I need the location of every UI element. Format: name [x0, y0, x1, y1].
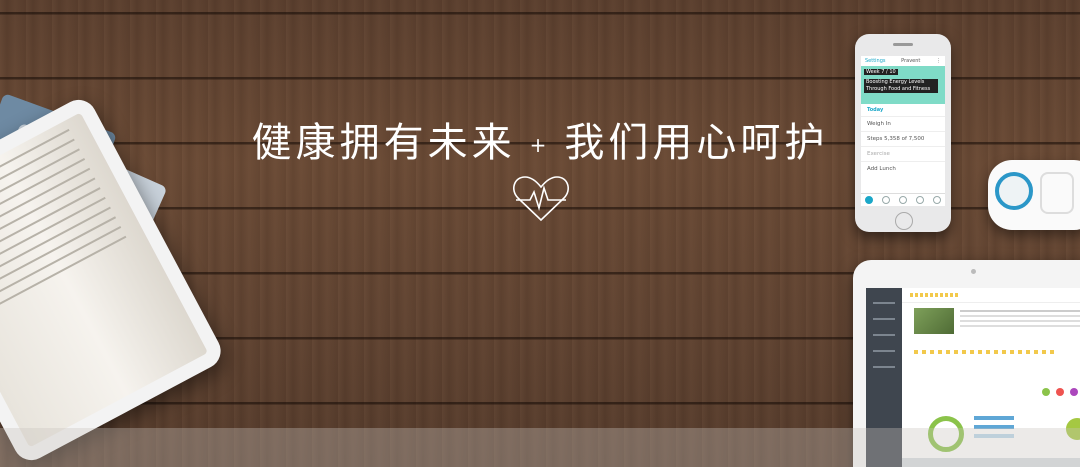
- dashboard-big-circle: [1066, 418, 1080, 440]
- phone-row-add-lunch[interactable]: Add Lunch: [861, 161, 945, 176]
- dashboard-sidebar: [866, 288, 902, 467]
- dashboard-progress: [914, 350, 1054, 354]
- phone-home-button: [895, 212, 913, 230]
- tab-stats-icon[interactable]: [915, 196, 924, 204]
- phone-menu-icon[interactable]: ⋮: [935, 58, 941, 64]
- dashboard-bars: [974, 416, 1014, 420]
- activity-tracker: [988, 160, 1080, 230]
- tablet-camera: [971, 269, 976, 274]
- dashboard-week-dots: [910, 293, 960, 297]
- phone-row-weigh-in[interactable]: Weigh In: [861, 116, 945, 131]
- tracker-ring-icon: [995, 172, 1033, 210]
- tablet-dashboard-screen: [866, 288, 1080, 467]
- phone-speaker: [893, 43, 913, 46]
- tab-home-icon[interactable]: [865, 196, 874, 204]
- headline-right: 我们用心呵护: [564, 120, 829, 166]
- dashboard-photo: [914, 308, 954, 334]
- dashboard-dot-red: [1056, 388, 1064, 396]
- phone-header: Settings Pravent ⋮: [861, 56, 945, 66]
- phone-row-exercise[interactable]: Exercise: [861, 146, 945, 161]
- headline-plus: +: [529, 133, 551, 157]
- phone-settings-link[interactable]: Settings: [865, 58, 886, 64]
- dashboard-dot-purple: [1070, 388, 1078, 396]
- bottom-band: [0, 428, 1080, 467]
- tracker-slot: [1040, 172, 1074, 214]
- phone-hero-caption: Boosting Energy Levels Through Food and …: [864, 79, 938, 93]
- phone-today-label: Today: [867, 107, 884, 113]
- phone-tabbar: [861, 193, 945, 206]
- dashboard-dot-green: [1042, 388, 1050, 396]
- headline-left: 健康拥有未来: [251, 120, 516, 166]
- smartphone: Settings Pravent ⋮ Week 7 / 10 Boosting …: [855, 34, 951, 232]
- heartbeat-icon: [513, 176, 569, 222]
- phone-screen: Settings Pravent ⋮ Week 7 / 10 Boosting …: [861, 56, 945, 206]
- phone-hero: Week 7 / 10 Boosting Energy Levels Throu…: [861, 66, 945, 104]
- phone-row-steps[interactable]: Steps 5,358 of 7,500: [861, 131, 945, 146]
- dashboard-donut-chart: [928, 416, 964, 452]
- tab-more-icon[interactable]: [932, 196, 941, 204]
- tab-goals-icon[interactable]: [898, 196, 907, 204]
- dashboard-text-lines: [960, 310, 1080, 312]
- tablet-dashboard: [853, 260, 1080, 467]
- tab-log-icon[interactable]: [882, 196, 891, 204]
- phone-week-label: Week 7 / 10: [864, 69, 898, 75]
- phone-app-title: Pravent: [901, 58, 921, 64]
- dashboard-topbar: [902, 288, 1080, 303]
- headline: 健康拥有未来 + 我们用心呵护: [0, 110, 1080, 168]
- dashboard-bottom-panel: [902, 458, 1080, 467]
